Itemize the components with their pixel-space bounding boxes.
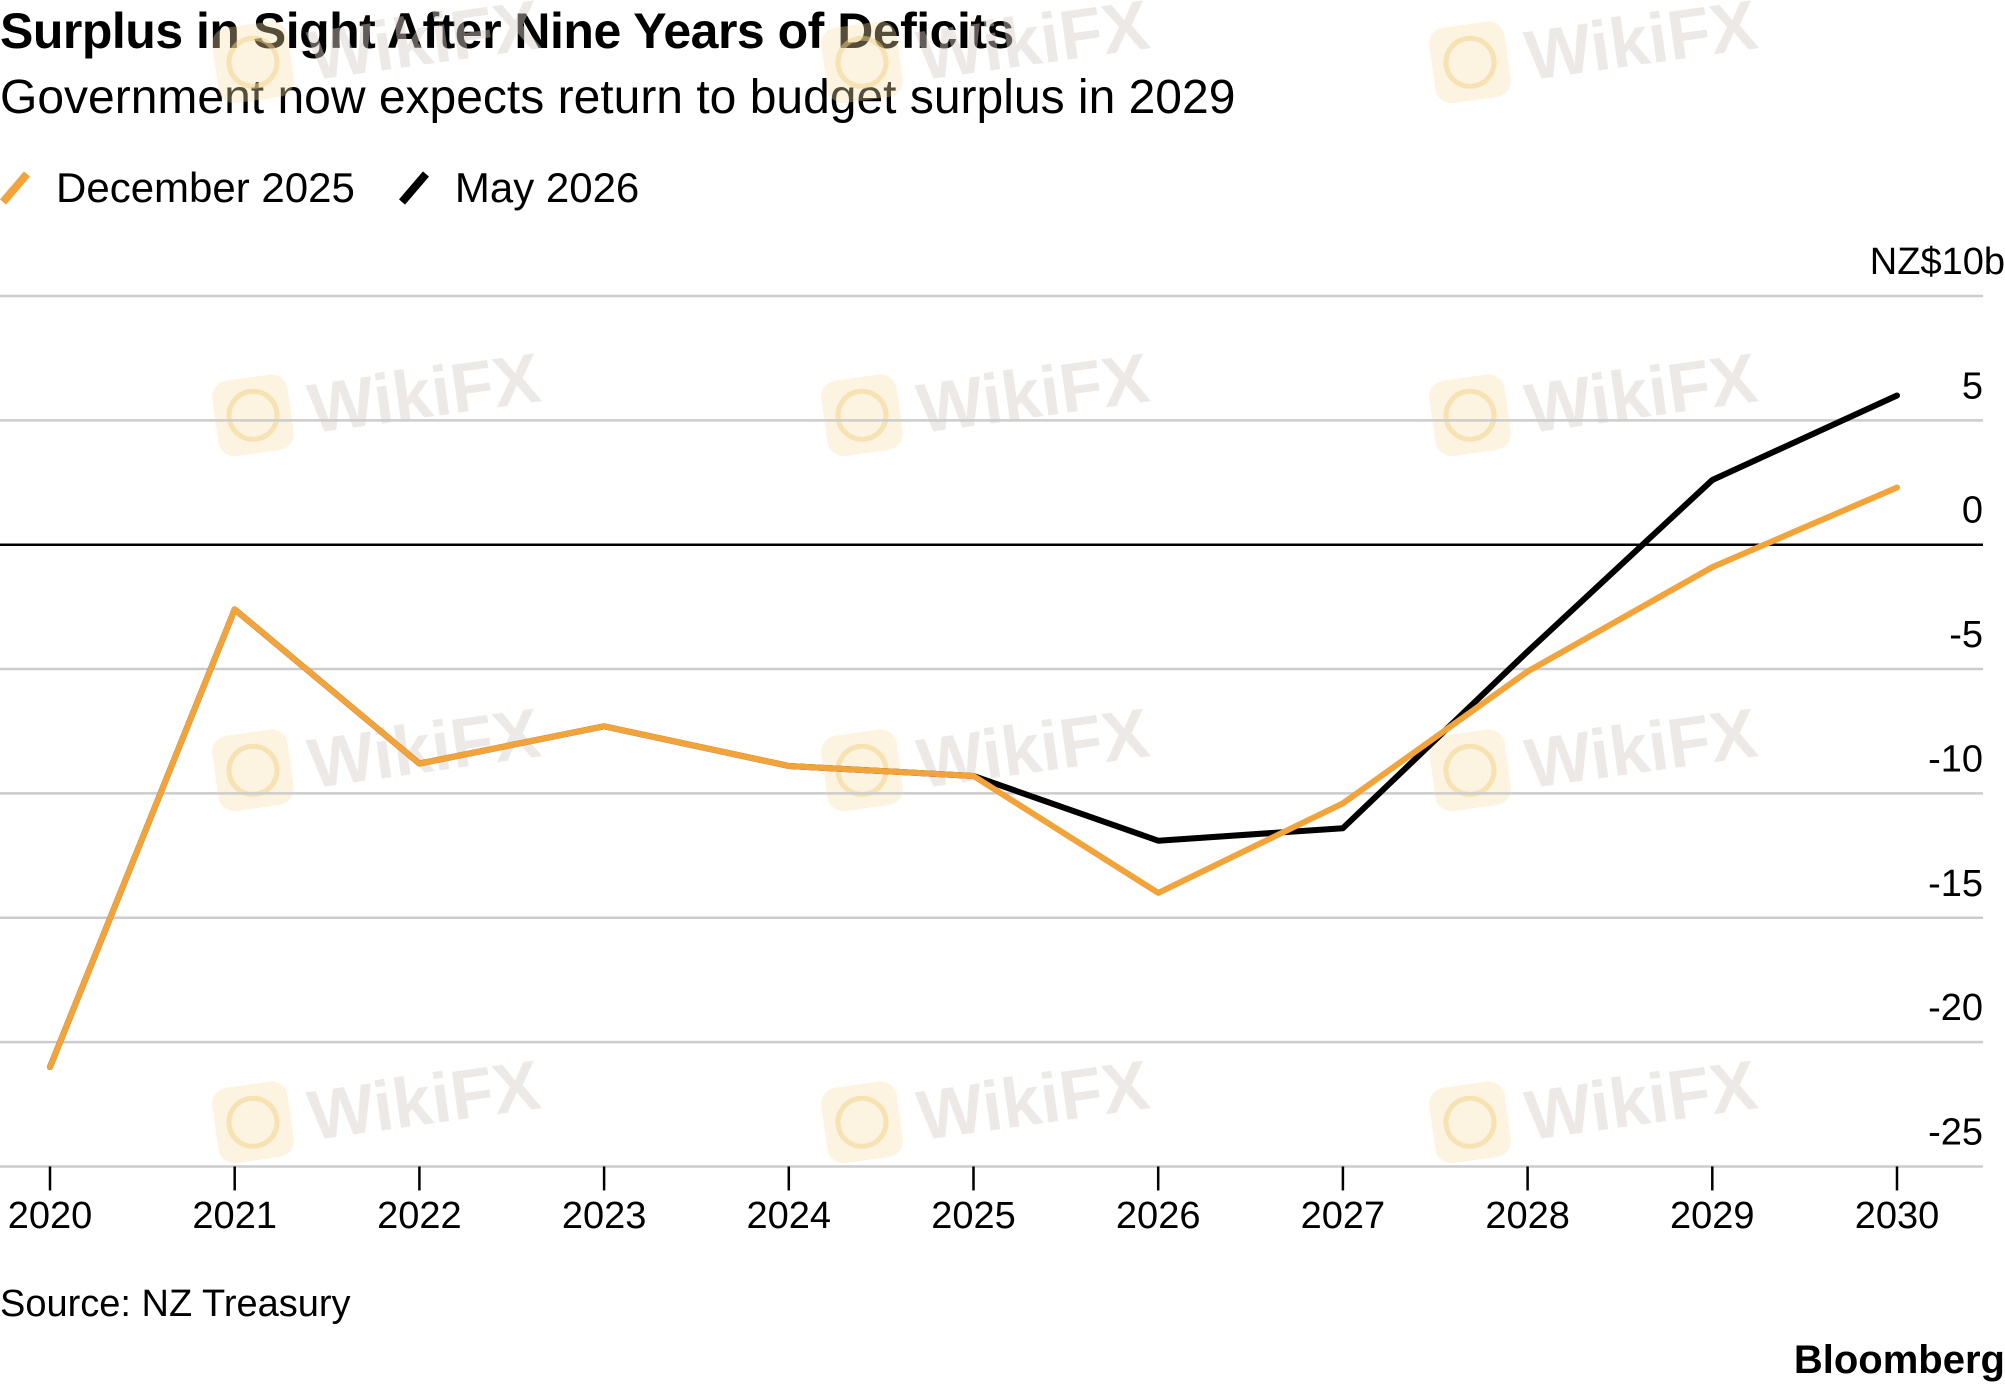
- wikifx-logo-ring: [835, 1095, 889, 1149]
- wikifx-logo-ring: [1443, 388, 1497, 442]
- legend-label-december-2025: December 2025: [56, 164, 355, 211]
- wikifx-watermark: WikiFX: [212, 1045, 545, 1164]
- wikifx-watermark: WikiFX: [821, 338, 1154, 457]
- chart-subtitle: Government now expects return to budget …: [0, 71, 1236, 124]
- wikifx-logo-ring: [1443, 35, 1497, 89]
- x-tick-label: 2023: [562, 1195, 647, 1237]
- x-tick-label: 2029: [1670, 1195, 1755, 1237]
- x-tick-label: 2024: [747, 1195, 832, 1237]
- wikifx-watermark: WikiFX: [1429, 1045, 1762, 1164]
- wikifx-watermark: WikiFX: [1429, 338, 1762, 457]
- wikifx-watermark: WikiFX: [212, 693, 545, 812]
- wikifx-logo-ring: [835, 35, 889, 89]
- gridlines: [0, 294, 1983, 1168]
- wikifx-logo-icon: [1429, 729, 1511, 812]
- wikifx-logo-icon: [821, 21, 903, 104]
- wikifx-logo-icon: [1429, 374, 1511, 457]
- x-tick-label: 2028: [1485, 1195, 1570, 1237]
- wikifx-logo-icon: [212, 21, 294, 104]
- wikifx-watermark-text: WikiFX: [303, 338, 545, 448]
- x-tick-label: 2022: [377, 1195, 462, 1237]
- wikifx-logo-ring: [1443, 1095, 1497, 1149]
- x-tick-label: 2030: [1855, 1195, 1940, 1237]
- y-tick-label: 5: [1962, 365, 1983, 407]
- wikifx-watermark: WikiFX: [821, 693, 1154, 812]
- watermark-layer: WikiFX WikiFX WikiFX WikiFX WikiFX WikiFX Wiki…: [212, 0, 1762, 1164]
- wikifx-watermark-text: WikiFX: [303, 1045, 545, 1155]
- legend-label-may-2026: May 2026: [454, 164, 640, 211]
- x-tick-label: 2020: [8, 1195, 93, 1237]
- wikifx-watermark: WikiFX: [821, 0, 1154, 104]
- wikifx-logo-icon: [821, 1081, 903, 1164]
- y-axis-tick-labels: 5 0 -5 -10 -15 -20 -25: [1928, 365, 1983, 1153]
- wikifx-logo-icon: [212, 1081, 294, 1164]
- y-tick-label: 0: [1962, 490, 1983, 532]
- wikifx-logo-icon: [1429, 21, 1511, 104]
- wikifx-logo-ring: [226, 35, 280, 89]
- wikifx-watermark-text: WikiFX: [1520, 338, 1762, 448]
- legend-swatch-may-2026: [398, 171, 429, 205]
- wikifx-logo-icon: [821, 374, 903, 457]
- wikifx-watermark: WikiFX: [212, 0, 545, 104]
- chart-legend: December 2025 May 2026: [0, 160, 683, 216]
- wikifx-watermark-text: WikiFX: [912, 338, 1154, 448]
- y-axis-unit-label: NZ$10b: [1870, 241, 2005, 283]
- series-lines: [47, 392, 1900, 1070]
- source-note: Source: NZ Treasury: [0, 1283, 351, 1325]
- y-tick-label: -20: [1928, 987, 1983, 1029]
- wikifx-logo-icon: [1429, 1081, 1511, 1164]
- wikifx-watermark-text: WikiFX: [912, 0, 1154, 95]
- wikifx-watermark-text: WikiFX: [1520, 693, 1762, 803]
- wikifx-watermark-text: WikiFX: [303, 0, 545, 95]
- wikifx-watermark: WikiFX: [212, 338, 545, 457]
- wikifx-logo-ring: [226, 1095, 280, 1149]
- legend-item-may-2026: May 2026: [398, 164, 640, 212]
- x-tick-label: 2027: [1301, 1195, 1386, 1237]
- y-tick-label: -15: [1928, 863, 1983, 905]
- y-tick-label: -5: [1949, 614, 1983, 656]
- wikifx-watermark-text: WikiFX: [912, 1045, 1154, 1155]
- legend-swatch-december-2025: [0, 171, 30, 205]
- chart-title: Surplus in Sight After Nine Years of Def…: [0, 3, 1014, 59]
- legend-item-december-2025: December 2025: [0, 164, 355, 212]
- wikifx-logo-ring: [835, 388, 889, 442]
- y-tick-label: -25: [1928, 1111, 1983, 1153]
- wikifx-watermark: WikiFX: [1429, 0, 1762, 104]
- wikifx-logo-ring: [226, 388, 280, 442]
- x-tick-label: 2026: [1116, 1195, 1201, 1237]
- wikifx-watermark-text: WikiFX: [1520, 0, 1762, 95]
- wikifx-watermark-text: WikiFX: [1520, 1045, 1762, 1155]
- x-tick-label: 2025: [931, 1195, 1016, 1237]
- bloomberg-logo: Bloomberg: [1793, 1338, 2005, 1382]
- wikifx-logo-icon: [212, 374, 294, 457]
- wikifx-logo-icon: [212, 729, 294, 812]
- wikifx-watermark-text: WikiFX: [912, 693, 1154, 803]
- x-tick-label: 2021: [192, 1195, 277, 1237]
- y-tick-label: -10: [1928, 738, 1983, 780]
- x-axis-ticks: 2020 2021 2022 2023 2024 2025 2026 2027 2028 2029…: [8, 1166, 1940, 1237]
- wikifx-watermark: WikiFX: [821, 1045, 1154, 1164]
